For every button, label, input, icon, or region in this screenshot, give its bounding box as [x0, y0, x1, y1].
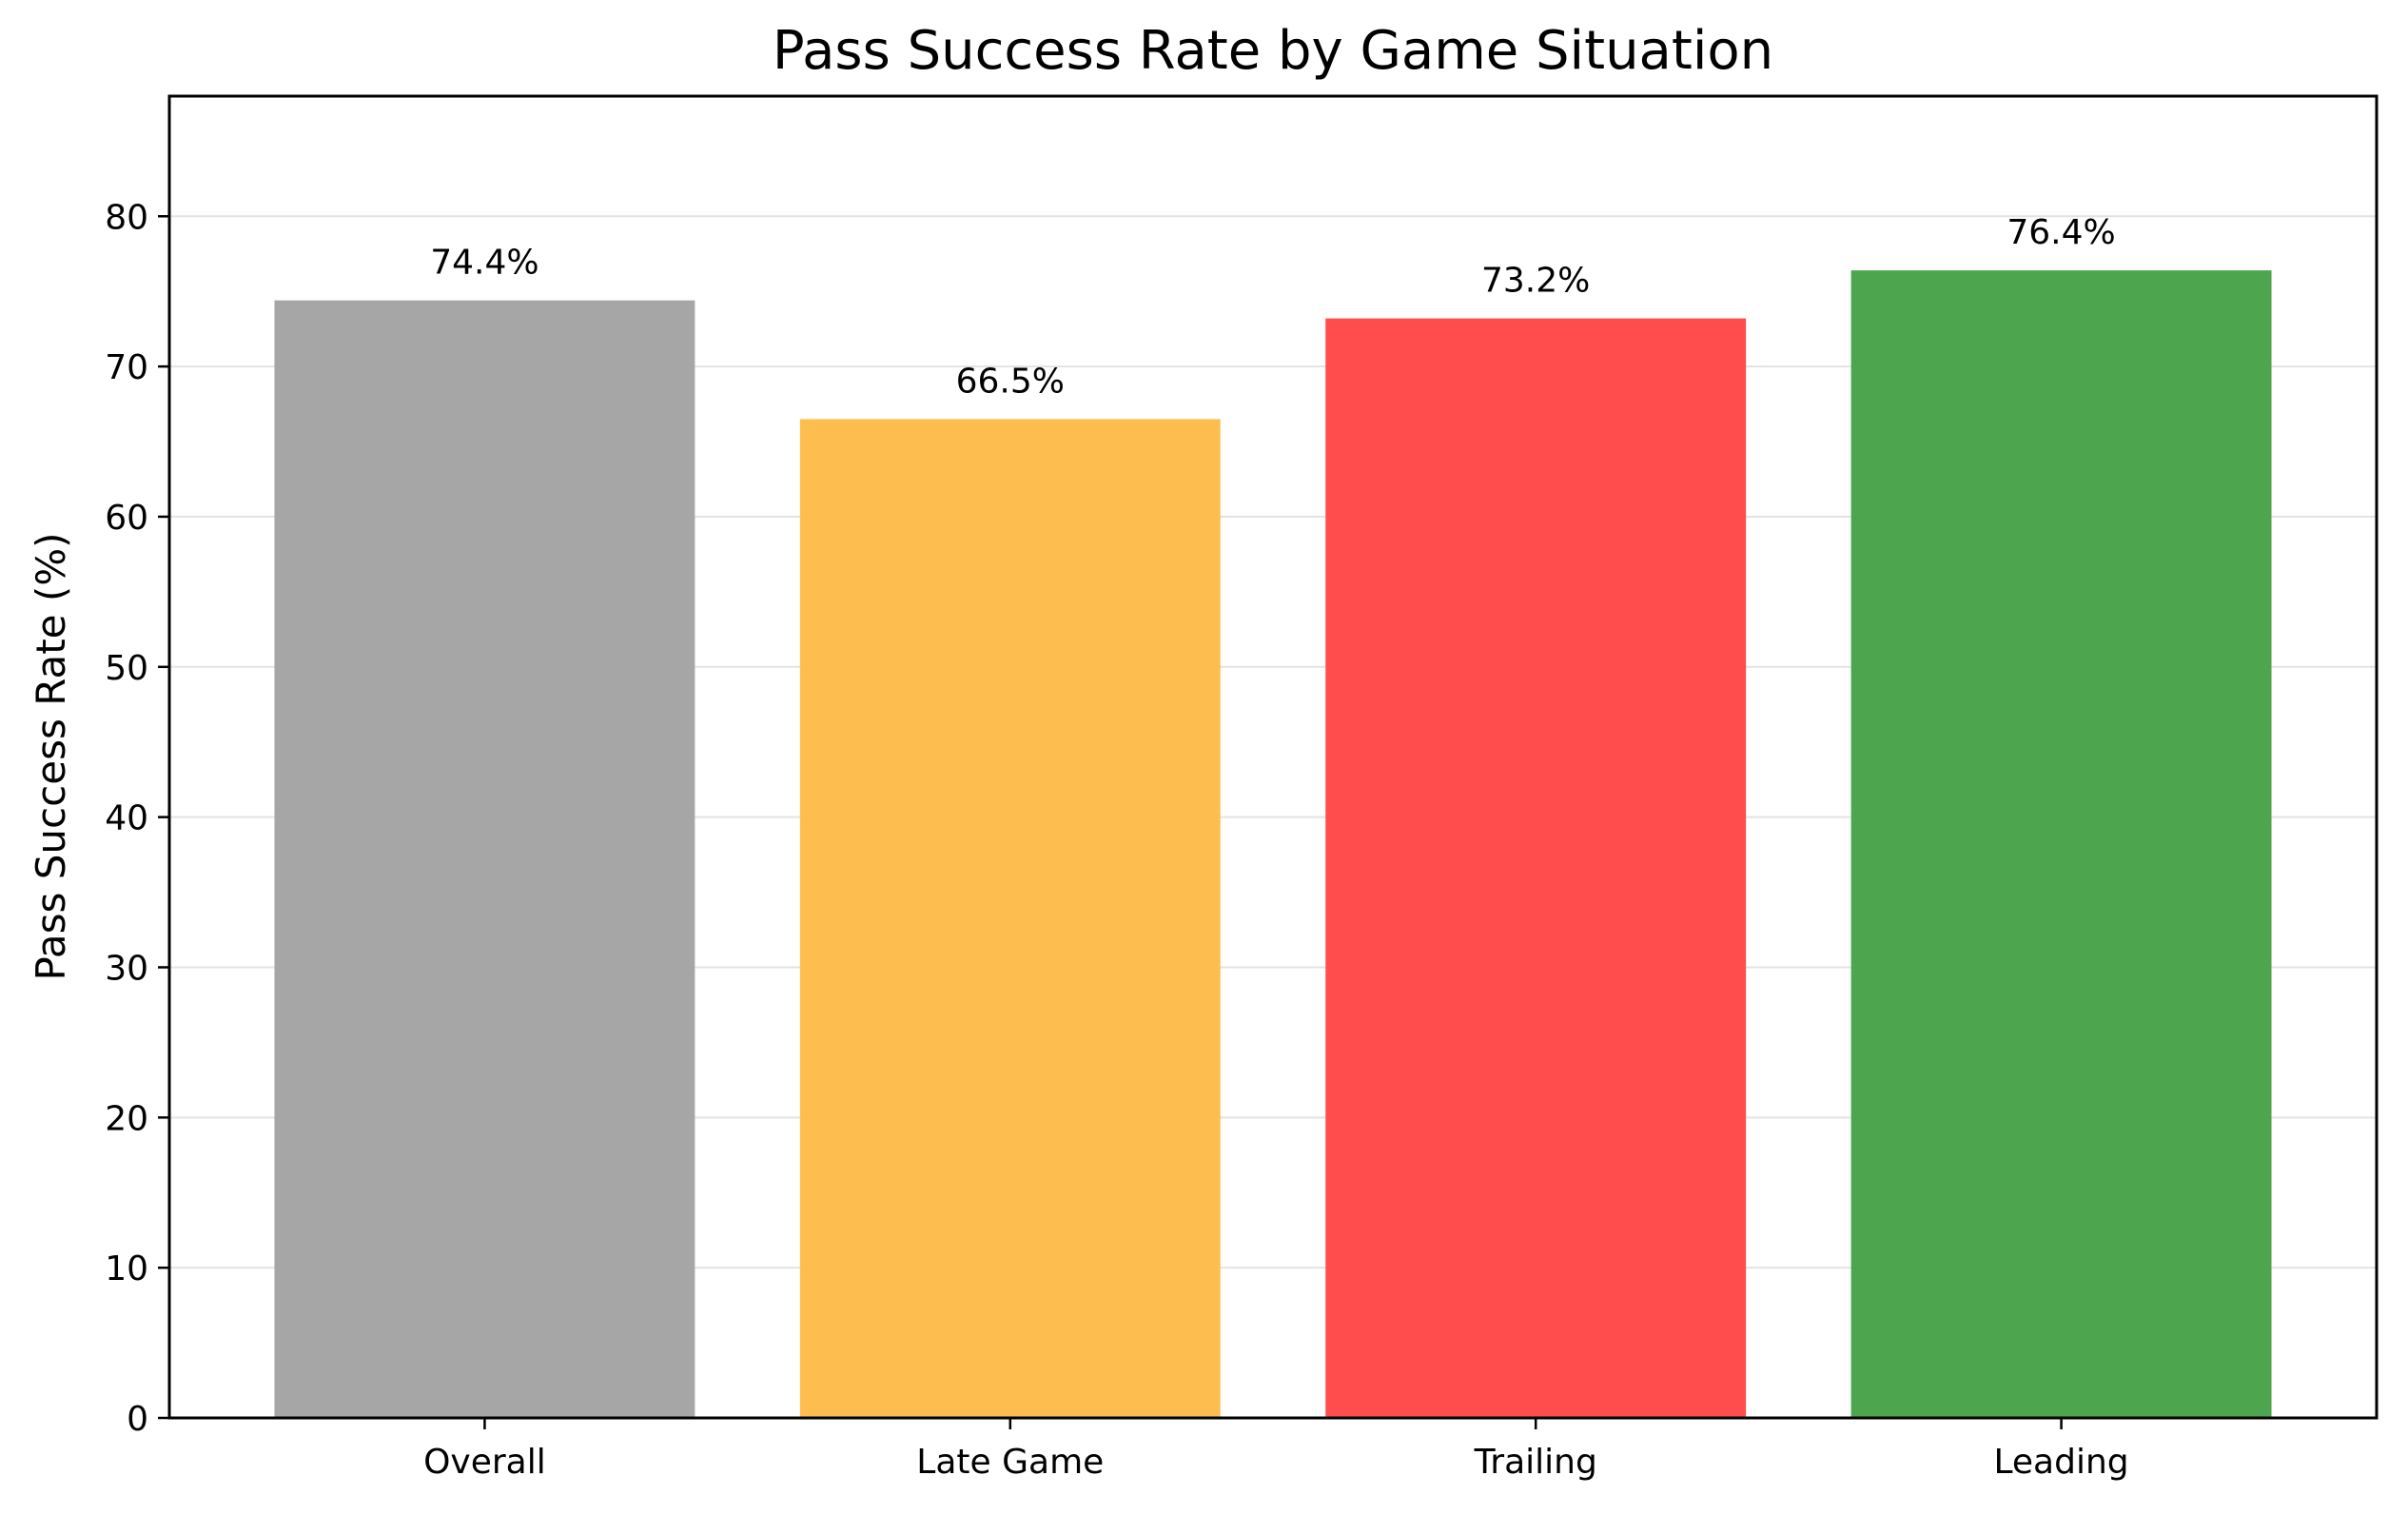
bar — [799, 419, 1221, 1419]
y-tick-label: 30 — [105, 949, 148, 988]
y-tick-label: 0 — [127, 1400, 148, 1439]
data-label: 66.5% — [956, 362, 1065, 401]
x-tick-label: Overall — [423, 1443, 546, 1482]
bars — [274, 270, 2272, 1419]
y-tick-label: 80 — [105, 198, 148, 237]
x-tick-label: Leading — [1993, 1443, 2128, 1482]
axis-ticks: 0 10 20 30 40 50 60 70 80 Overall Late Game Trailin… — [105, 198, 2128, 1482]
y-tick-label: 60 — [105, 499, 148, 538]
y-tick-label: 10 — [105, 1249, 148, 1289]
y-tick-label: 40 — [105, 799, 148, 838]
bar — [1325, 318, 1747, 1419]
y-tick-label: 70 — [105, 348, 148, 387]
data-label: 76.4% — [2007, 213, 2115, 252]
y-axis-label: Pass Success Rate (%) — [28, 532, 74, 980]
plot-frame — [167, 94, 2379, 1420]
data-label: 73.2% — [1481, 262, 1590, 301]
bar — [1850, 270, 2272, 1418]
chart-title: Pass Success Rate by Game Situation — [773, 20, 1773, 82]
data-label: 74.4% — [430, 244, 538, 283]
x-tick-label: Late Game — [916, 1443, 1104, 1482]
y-tick-label: 20 — [105, 1099, 148, 1138]
y-tick-label: 50 — [105, 649, 148, 688]
data-labels: 74.4% 66.5% 73.2% 76.4% — [430, 213, 2116, 401]
x-tick-label: Trailing — [1474, 1443, 1597, 1482]
bar — [274, 300, 695, 1419]
